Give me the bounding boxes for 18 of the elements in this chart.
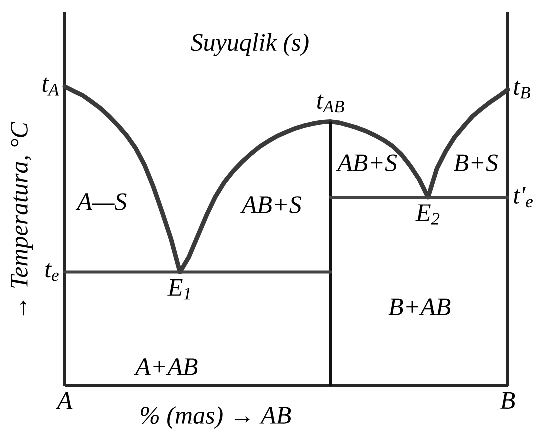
annotation: A—S [76,194,127,210]
x-tick-label: A [56,392,73,410]
annotation: B+AB [388,298,451,316]
annotation: E$_{1}$ [168,279,190,300]
annotation: A+AB [134,358,198,376]
annotation: t$_{AB}$ [317,94,344,113]
annotation: t$_{e}$ [46,263,59,282]
annotation: t$_{B}$ [514,80,530,99]
annotation: t′$_{e}$ [514,187,533,208]
x-tick-label: B [500,392,516,409]
annotation: E$_{2}$ [416,204,440,225]
y-axis-title: → Temperatura, °C [11,122,34,316]
annotation: AB+S [336,154,398,172]
x-axis-title: % (mas) → AB [141,406,292,430]
text: Suyuqlik (s) [191,34,309,56]
annotation: B+S [454,154,498,172]
annotation: AB+S [240,196,302,214]
annotation: t$_{A}$ [42,78,60,96]
